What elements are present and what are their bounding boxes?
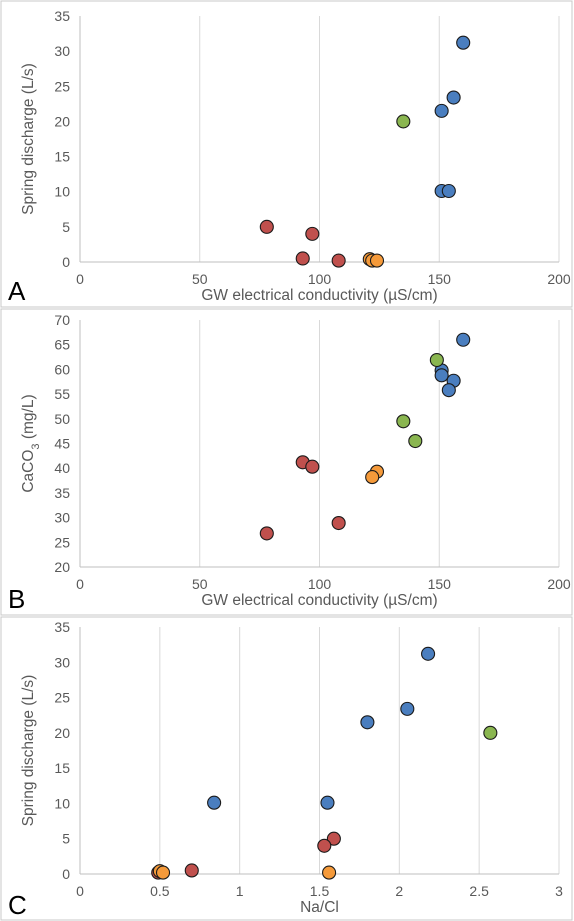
panel-frame: [0, 0, 573, 308]
data-point-red: [259, 526, 274, 541]
x-tick-label: 0: [76, 576, 84, 592]
x-tick-label: 150: [428, 576, 452, 592]
data-point-blue: [434, 103, 449, 118]
y-tick-label: 35: [54, 485, 70, 501]
x-axis-label: GW electrical conductivity (µS/cm): [201, 592, 437, 609]
y-tick-label: 50: [54, 411, 70, 427]
x-tick-label: 3: [555, 883, 563, 899]
panel-frame: [0, 308, 573, 616]
x-tick-label: 150: [428, 271, 452, 287]
y-axis-label: Spring discharge (L/s): [20, 63, 37, 215]
x-axis-label: Na/Cl: [300, 899, 339, 916]
x-tick-label: 200: [547, 271, 571, 287]
panel-letter: B: [8, 584, 25, 614]
x-tick-label: 100: [308, 271, 332, 287]
x-tick-label: 1: [236, 883, 244, 899]
data-point-green: [408, 433, 423, 449]
y-tick-label: 30: [54, 654, 70, 670]
data-point-blue: [421, 646, 436, 661]
x-tick-label: 200: [547, 576, 571, 592]
panel-letter: A: [8, 276, 26, 306]
x-tick-label: 50: [192, 576, 208, 592]
panel-letter: C: [8, 890, 27, 920]
data-point-red: [331, 515, 346, 531]
data-point-red: [305, 459, 320, 474]
x-tick-label: 0.5: [150, 883, 170, 899]
x-tick-label: 2: [395, 883, 403, 899]
y-tick-label: 0: [62, 866, 70, 882]
data-point-red: [317, 838, 332, 853]
data-point-blue: [456, 35, 471, 50]
y-tick-label: 25: [54, 78, 70, 94]
data-point-blue: [400, 701, 415, 716]
y-tick-label: 5: [62, 831, 70, 847]
y-tick-label: 20: [54, 113, 70, 129]
data-point-blue: [207, 795, 222, 810]
data-point-blue: [441, 183, 456, 199]
data-point-orange: [322, 865, 337, 880]
x-tick-label: 0: [76, 883, 84, 899]
data-point-red: [305, 226, 320, 241]
data-point-green: [396, 414, 411, 429]
y-tick-label: 20: [54, 559, 70, 575]
x-tick-label: 50: [192, 271, 208, 287]
y-tick-label: 40: [54, 460, 70, 476]
y-tick-label: 70: [54, 312, 70, 328]
y-tick-label: 15: [54, 149, 70, 165]
x-tick-label: 2.5: [469, 883, 489, 899]
y-axis-label: Spring discharge (L/s): [20, 675, 37, 827]
x-tick-label: 100: [308, 576, 332, 592]
chart-panel-c: 0 5 10 15 20 25 30 35 0 0.5 1 1.5 2 2.5 3 Na/Cl Spring d…: [0, 616, 573, 921]
data-point-red: [184, 863, 199, 878]
y-tick-label: 30: [54, 510, 70, 526]
y-tick-label: 35: [54, 619, 70, 635]
data-point-red: [331, 253, 346, 268]
chart-panel-b: 20 25 30 35 40 45 50 55 60 65 70 0 50 100 150 200 GW ele…: [0, 308, 573, 616]
data-point-red: [295, 251, 310, 266]
y-tick-label: 20: [54, 725, 70, 741]
x-axis-label: GW electrical conductivity (µS/cm): [201, 287, 437, 304]
y-tick-label: 25: [54, 534, 70, 550]
data-point-red: [259, 219, 274, 234]
y-tick-label: 35: [54, 8, 70, 24]
y-tick-label: 30: [54, 43, 70, 59]
y-axis-label: CaCO3 (mg/L): [20, 394, 42, 492]
y-tick-label: 10: [54, 795, 70, 811]
data-point-red: [326, 831, 341, 846]
y-tick-label: 65: [54, 337, 70, 353]
data-point-orange: [155, 865, 171, 880]
data-point-orange: [369, 253, 385, 268]
data-point-green: [429, 352, 444, 368]
data-point-blue: [456, 332, 471, 347]
y-tick-label: 55: [54, 386, 70, 402]
data-point-blue: [434, 368, 449, 383]
y-tick-label: 0: [62, 254, 70, 270]
y-tick-label: 10: [54, 184, 70, 200]
chart-panel-a: 0 5 10 15 20 25 30 35 0 50 100 150 200 GW electrical …: [0, 0, 573, 308]
data-point-blue: [446, 90, 461, 105]
x-tick-label: 0: [76, 271, 84, 287]
data-point-blue: [360, 715, 375, 730]
data-point-green: [483, 725, 498, 740]
y-tick-label: 15: [54, 760, 70, 776]
data-point-green: [396, 114, 411, 129]
y-tick-label: 45: [54, 436, 70, 452]
y-tick-label: 5: [62, 219, 70, 235]
data-point-orange: [365, 470, 380, 485]
y-tick-label: 25: [54, 690, 70, 706]
x-tick-label: 1.5: [310, 883, 330, 899]
data-point-blue: [320, 795, 335, 810]
panel-frame: [0, 616, 573, 921]
y-tick-label: 60: [54, 361, 70, 377]
data-point-blue: [441, 383, 456, 398]
